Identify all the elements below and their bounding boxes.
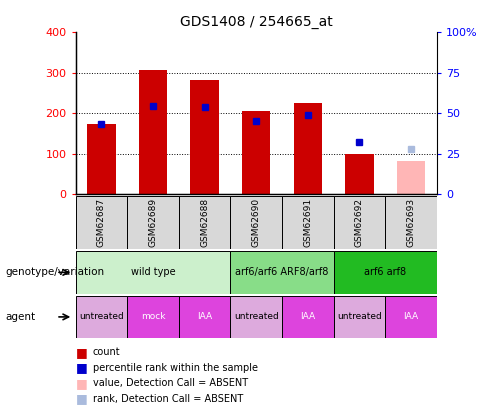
Bar xyxy=(139,70,167,194)
Bar xyxy=(127,296,179,338)
Bar xyxy=(334,196,385,249)
Bar xyxy=(345,154,374,194)
Bar xyxy=(334,296,385,338)
Bar xyxy=(230,296,282,338)
Text: untreated: untreated xyxy=(337,312,382,322)
Text: arf6/arf6 ARF8/arf8: arf6/arf6 ARF8/arf8 xyxy=(235,267,329,277)
Bar xyxy=(87,124,116,194)
Text: percentile rank within the sample: percentile rank within the sample xyxy=(93,363,258,373)
Bar xyxy=(334,251,437,294)
Text: ■: ■ xyxy=(76,392,87,405)
Text: GSM62689: GSM62689 xyxy=(148,198,158,247)
Text: rank, Detection Call = ABSENT: rank, Detection Call = ABSENT xyxy=(93,394,243,403)
Text: GSM62687: GSM62687 xyxy=(97,198,106,247)
Text: count: count xyxy=(93,347,121,357)
Bar xyxy=(76,251,230,294)
Text: ■: ■ xyxy=(76,361,87,374)
Bar xyxy=(76,296,127,338)
Text: mock: mock xyxy=(141,312,165,322)
Bar xyxy=(282,196,334,249)
Text: genotype/variation: genotype/variation xyxy=(5,267,104,277)
Bar xyxy=(294,103,322,194)
Text: GSM62693: GSM62693 xyxy=(407,198,415,247)
Text: arf6 arf8: arf6 arf8 xyxy=(364,267,406,277)
Bar xyxy=(397,161,425,194)
Bar xyxy=(230,251,334,294)
Text: GSM62691: GSM62691 xyxy=(303,198,312,247)
Text: agent: agent xyxy=(5,312,35,322)
Text: ■: ■ xyxy=(76,346,87,359)
Text: GSM62688: GSM62688 xyxy=(200,198,209,247)
Text: IAA: IAA xyxy=(197,312,212,322)
Text: IAA: IAA xyxy=(300,312,315,322)
Text: IAA: IAA xyxy=(404,312,419,322)
Bar xyxy=(385,196,437,249)
Bar xyxy=(76,196,127,249)
Text: ■: ■ xyxy=(76,377,87,390)
Title: GDS1408 / 254665_at: GDS1408 / 254665_at xyxy=(180,15,333,29)
Bar xyxy=(282,296,334,338)
Text: value, Detection Call = ABSENT: value, Detection Call = ABSENT xyxy=(93,378,248,388)
Bar xyxy=(179,196,230,249)
Text: GSM62692: GSM62692 xyxy=(355,198,364,247)
Bar xyxy=(190,80,219,194)
Bar xyxy=(242,111,270,194)
Bar xyxy=(127,196,179,249)
Text: GSM62690: GSM62690 xyxy=(252,198,261,247)
Bar xyxy=(230,196,282,249)
Text: untreated: untreated xyxy=(234,312,279,322)
Text: wild type: wild type xyxy=(131,267,175,277)
Bar xyxy=(385,296,437,338)
Bar xyxy=(179,296,230,338)
Text: untreated: untreated xyxy=(79,312,124,322)
